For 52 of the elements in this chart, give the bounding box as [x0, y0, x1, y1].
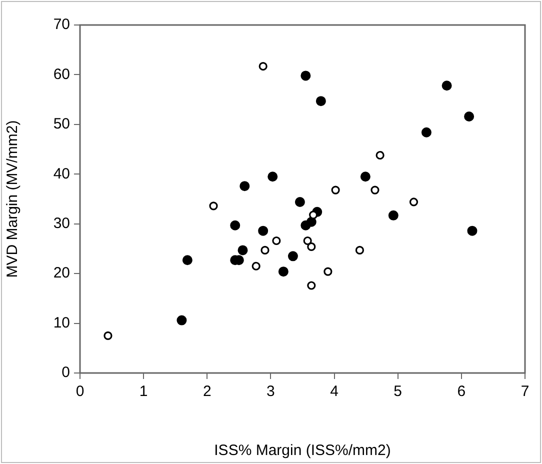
- y-tick-label: 30: [53, 215, 70, 232]
- point: [209, 202, 218, 210]
- x-tick-label: 0: [76, 383, 84, 400]
- point: [303, 236, 312, 246]
- point: [182, 255, 192, 266]
- point: [288, 251, 298, 262]
- point: [360, 172, 370, 182]
- point: [376, 150, 384, 160]
- point: [272, 236, 281, 246]
- point: [316, 96, 326, 106]
- point: [300, 70, 311, 81]
- x-tick-label: 7: [520, 383, 530, 400]
- x-tick-label: 4: [330, 383, 338, 400]
- point: [464, 111, 474, 122]
- point: [252, 262, 260, 270]
- point: [268, 172, 278, 182]
- x-axis-title: ISS% Margin (ISS%/mm2): [214, 442, 391, 460]
- point: [230, 220, 240, 230]
- point: [421, 127, 432, 138]
- point: [388, 210, 398, 220]
- point: [104, 331, 112, 340]
- point: [258, 62, 268, 71]
- point: [307, 242, 316, 252]
- point: [467, 226, 478, 236]
- point: [260, 246, 270, 255]
- y-tick-label: 50: [53, 116, 70, 133]
- point: [294, 196, 305, 207]
- point: [240, 181, 250, 192]
- point: [307, 281, 316, 290]
- y-tick-label: 40: [53, 165, 70, 182]
- point: [278, 266, 288, 277]
- point: [258, 226, 268, 236]
- x-tick-label: 3: [266, 383, 275, 400]
- x-tick-label: 2: [202, 383, 212, 400]
- y-tick-label: 0: [62, 364, 70, 382]
- point: [355, 246, 364, 255]
- point: [409, 198, 418, 206]
- x-tick-label: 6: [457, 383, 466, 400]
- y-tick-label: 70: [53, 16, 70, 34]
- point: [370, 186, 380, 194]
- point: [324, 267, 332, 276]
- y-axis-title: MVD Margin (MV/mm2): [4, 120, 22, 278]
- x-tick-label: 1: [139, 383, 148, 400]
- point: [309, 210, 318, 220]
- y-tick-label: 10: [53, 314, 70, 332]
- point: [442, 80, 452, 91]
- point: [331, 186, 340, 194]
- point: [176, 315, 187, 326]
- point: [238, 245, 248, 256]
- x-tick-label: 5: [394, 383, 402, 400]
- y-tick-label: 20: [53, 264, 70, 282]
- y-tick-label: 60: [53, 66, 70, 83]
